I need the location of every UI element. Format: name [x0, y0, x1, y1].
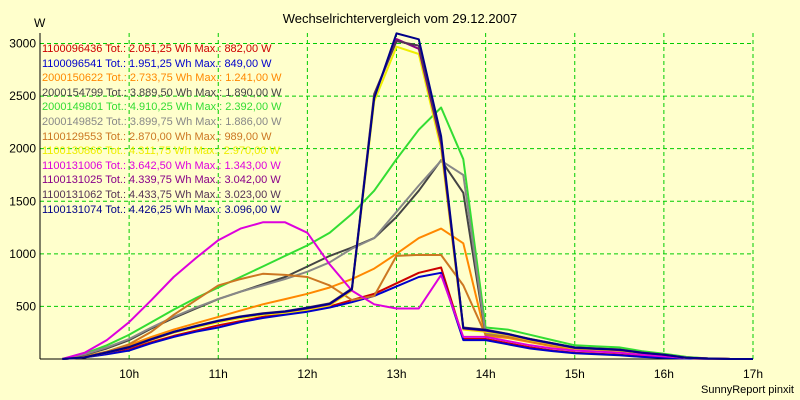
y-tick-label: 2500: [9, 89, 36, 103]
legend-entry: 1100130866 Tot.: 4.311,75 Wh Max.: 2.970…: [42, 145, 280, 158]
legend-entry: 2000149852 Tot.: 3.899,75 Wh Max.: 1.886…: [42, 115, 282, 128]
legend-entry: 1100131062 Tot.: 4.433,75 Wh Max.: 3.023…: [42, 188, 281, 201]
x-tick-label: 16h: [654, 367, 674, 381]
legend: 1100096436 Tot.: 2.051,25 Wh Max.: 882,0…: [42, 42, 282, 217]
series-line: [62, 271, 753, 360]
y-tick-label: 2000: [9, 142, 36, 156]
x-tick-label: 17h: [743, 367, 763, 381]
series-line: [62, 32, 753, 360]
x-tick-label: 14h: [476, 367, 496, 381]
legend-entry: 2000150622 Tot.: 2.733,75 Wh Max.: 1.241…: [42, 72, 282, 85]
legend-entry: 1100131006 Tot.: 3.642,50 Wh Max.: 1.343…: [42, 159, 281, 172]
chart-footer: SunnyReport pinxit: [701, 384, 794, 396]
legend-entry: 1100131074 Tot.: 4.426,25 Wh Max.: 3.096…: [42, 203, 281, 216]
y-axis-label: W: [34, 16, 46, 30]
y-tick-label: 1500: [9, 194, 36, 208]
series-line: [62, 106, 753, 360]
x-tick-label: 15h: [565, 367, 585, 381]
legend-entry: 1100129553 Tot.: 2.870,00 Wh Max.: 989,0…: [42, 130, 272, 143]
legend-entry: 1100096436 Tot.: 2.051,25 Wh Max.: 882,0…: [42, 43, 272, 55]
x-tick-label: 13h: [386, 367, 406, 381]
legend-entry: 1100096541 Tot.: 1.951,25 Wh Max.: 849,0…: [42, 57, 272, 70]
y-tick-label: 3000: [9, 37, 36, 51]
x-tick-label: 10h: [119, 367, 139, 381]
x-tick-label: 11h: [209, 367, 228, 381]
legend-entry: 1100131025 Tot.: 4.339,75 Wh Max.: 3.042…: [42, 174, 281, 187]
chart-title: Wechselrichtervergleich vom 29.12.2007: [282, 11, 518, 26]
series-line: [62, 221, 753, 360]
legend-entry: 2000154799 Tot.: 3.889,50 Wh Max.: 1.890…: [42, 86, 282, 99]
y-tick-label: 500: [16, 299, 36, 313]
y-tick-label: 1000: [9, 247, 36, 261]
x-tick-label: 12h: [297, 367, 317, 381]
legend-entry: 2000149801 Tot.: 4.910,25 Wh Max.: 2.392…: [42, 101, 282, 114]
